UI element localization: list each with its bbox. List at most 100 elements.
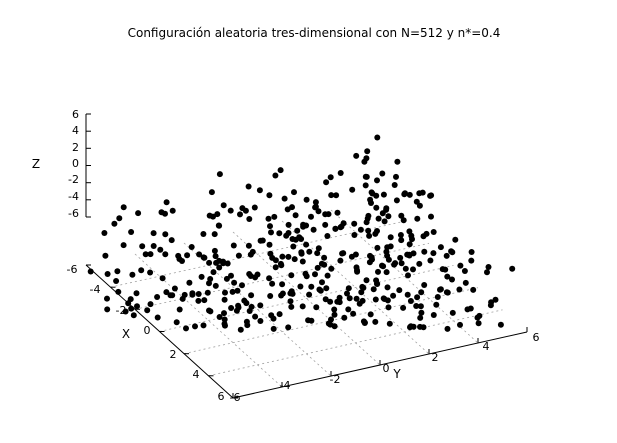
data-point — [270, 315, 277, 322]
data-point — [308, 283, 315, 290]
data-point — [331, 323, 338, 330]
data-point — [176, 306, 183, 313]
data-point — [427, 257, 434, 264]
data-point — [200, 322, 207, 329]
data-point — [206, 307, 212, 314]
data-point — [449, 276, 455, 283]
data-point — [211, 231, 218, 238]
data-point — [300, 223, 307, 230]
data-point — [362, 182, 369, 189]
data-point — [341, 314, 348, 321]
data-point — [138, 267, 145, 274]
data-point — [331, 306, 338, 313]
data-point — [266, 275, 273, 282]
data-point — [237, 211, 243, 218]
data-point — [363, 277, 370, 284]
y-axis-ticks: -4 -2 0 2 4 6 -6 — [230, 331, 540, 404]
data-point — [133, 290, 140, 297]
data-point — [367, 196, 374, 203]
data-point — [468, 257, 475, 264]
data-point — [269, 280, 276, 287]
data-point — [418, 289, 425, 296]
data-point — [267, 293, 274, 299]
data-point — [402, 190, 408, 197]
data-point — [407, 298, 414, 304]
data-point — [115, 288, 122, 295]
data-point — [267, 223, 273, 230]
data-point — [135, 210, 142, 217]
data-point — [353, 152, 360, 159]
data-point — [345, 306, 352, 313]
data-point — [366, 259, 373, 266]
data-point — [312, 199, 319, 206]
data-point — [361, 319, 368, 326]
data-point — [122, 308, 129, 315]
data-point — [312, 203, 319, 210]
data-point — [488, 299, 495, 306]
data-point — [373, 204, 380, 211]
data-point — [243, 318, 250, 325]
x-tick-label: -2 — [116, 304, 127, 317]
y-tick-label: 0 — [383, 362, 390, 375]
data-point — [101, 230, 108, 236]
data-point — [509, 265, 516, 272]
data-point — [157, 246, 164, 253]
data-point — [220, 258, 227, 265]
data-point — [363, 173, 370, 180]
data-point — [230, 242, 237, 249]
data-point — [159, 275, 166, 282]
y-tick-label: -4 — [280, 379, 291, 392]
data-point — [337, 257, 344, 264]
z-tick-label: -6 — [68, 207, 79, 220]
data-point — [379, 170, 386, 177]
y-tick-label: 6 — [533, 331, 540, 344]
z-tick-label: -2 — [68, 173, 79, 186]
data-point — [372, 296, 379, 303]
data-point — [365, 227, 372, 234]
data-point — [375, 268, 381, 275]
x-corner-tick-label: -6 — [67, 263, 78, 276]
data-point — [173, 319, 180, 326]
z-tick-label: 2 — [72, 141, 79, 154]
data-point — [313, 304, 320, 311]
data-point — [158, 209, 165, 216]
data-point — [237, 326, 244, 333]
data-point — [380, 191, 387, 198]
data-point — [129, 271, 136, 278]
data-point — [374, 244, 381, 251]
data-point — [208, 189, 215, 196]
data-point — [192, 323, 198, 330]
data-point — [285, 221, 292, 228]
data-point — [404, 291, 411, 298]
data-point — [246, 216, 253, 222]
data-point — [306, 248, 313, 255]
data-point — [427, 192, 434, 199]
data-point — [336, 294, 343, 301]
data-point — [128, 305, 135, 312]
data-point — [374, 134, 381, 141]
data-point — [402, 265, 409, 272]
data-point — [288, 272, 295, 279]
data-point — [277, 167, 284, 174]
data-point — [327, 298, 334, 305]
data-point — [328, 265, 335, 272]
data-point — [413, 303, 420, 309]
data-point — [162, 231, 169, 238]
data-point — [485, 264, 492, 270]
data-point — [348, 253, 355, 260]
data-point — [184, 252, 191, 259]
data-point — [384, 244, 391, 251]
data-point — [276, 311, 283, 318]
data-point — [303, 196, 310, 203]
y-tick-label: -2 — [330, 373, 341, 386]
data-point — [287, 298, 294, 305]
data-point — [216, 171, 223, 178]
data-point — [323, 179, 330, 186]
data-point — [186, 279, 193, 286]
data-point — [384, 284, 391, 291]
data-point — [322, 296, 329, 303]
data-point — [406, 241, 413, 248]
data-point — [468, 249, 475, 255]
data-point — [154, 294, 161, 300]
data-point — [353, 295, 360, 302]
